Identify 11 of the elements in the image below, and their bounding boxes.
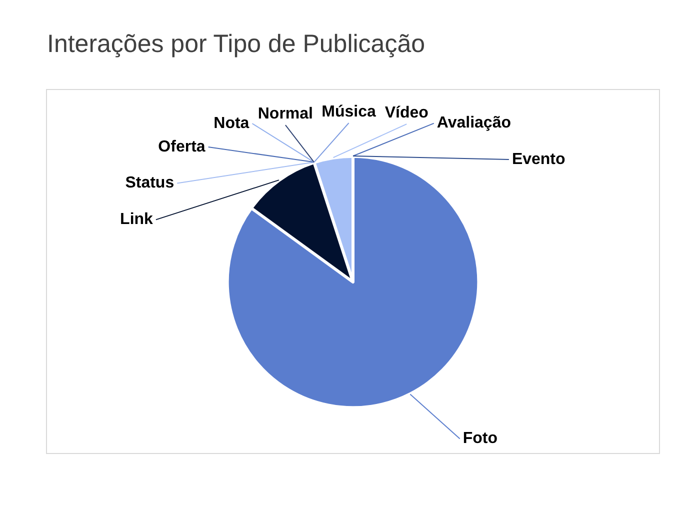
chart-title: Interações por Tipo de Publicação [47, 30, 426, 59]
category-label: Status [125, 174, 174, 192]
category-label: Nota [214, 114, 250, 132]
slice-label: Foto [462, 430, 498, 448]
category-label: Música [322, 103, 376, 120]
category-label: Avaliação [436, 114, 511, 132]
category-label: Evento [512, 150, 566, 168]
category-label: Normal [258, 105, 314, 122]
category-label: Oferta [158, 138, 206, 156]
slice-label: Vídeo [384, 104, 429, 122]
slice-label: Link [120, 211, 154, 228]
